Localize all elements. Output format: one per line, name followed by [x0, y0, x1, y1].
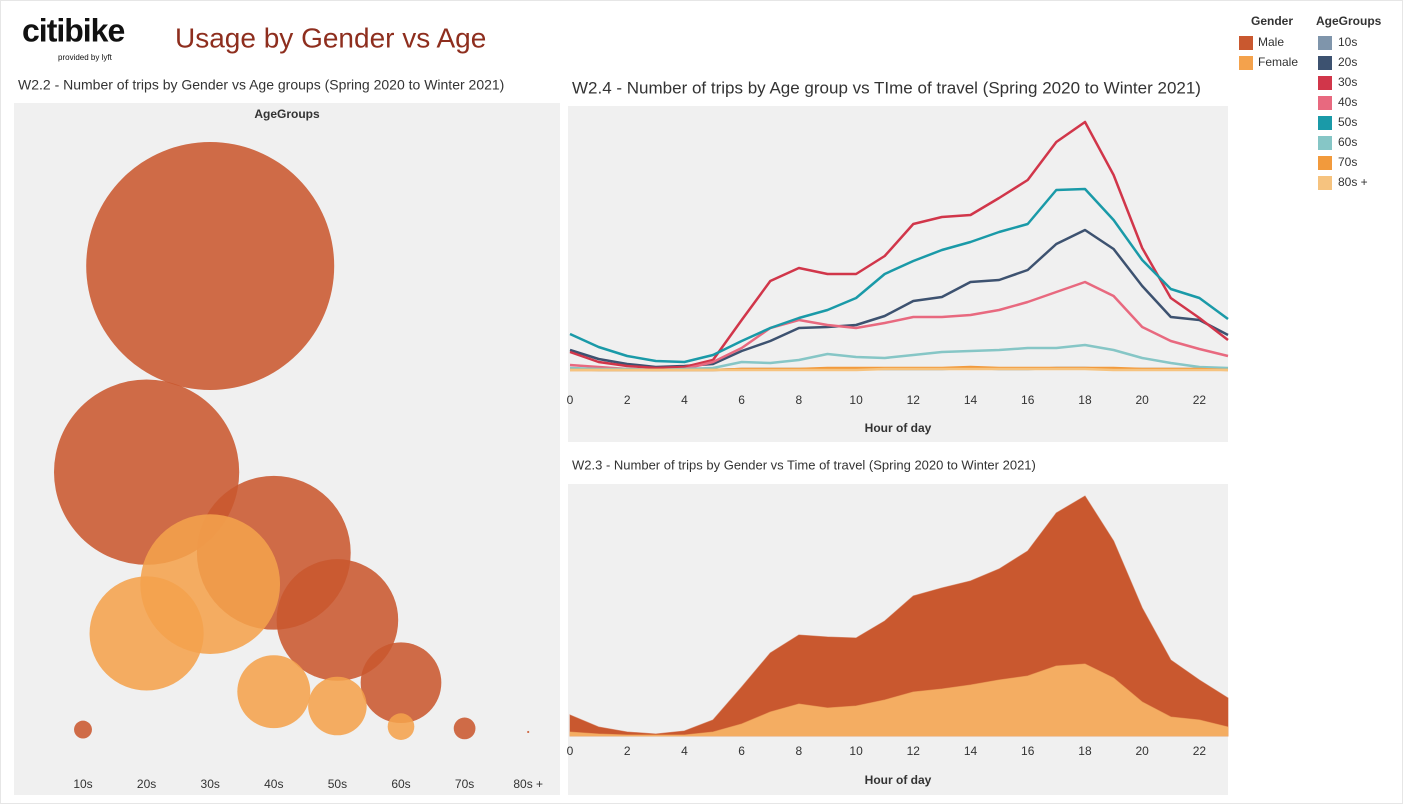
- bubble: [453, 717, 476, 740]
- legend-label: 20s: [1338, 55, 1357, 69]
- x-tick-label: 12: [907, 393, 921, 407]
- x-tick-label: 20: [1135, 744, 1149, 758]
- x-tick-label: 20: [1135, 393, 1149, 407]
- legend-label: 30s: [1338, 75, 1357, 89]
- x-tick-label: 18: [1078, 393, 1092, 407]
- bubble: [140, 514, 281, 654]
- bubble: [237, 655, 311, 729]
- x-tick-label: 6: [738, 393, 745, 407]
- bubble: [527, 730, 530, 734]
- x-tick-label: 22: [1193, 744, 1207, 758]
- legend-swatch: [1318, 116, 1332, 130]
- x-axis-title: AgeGroups: [254, 107, 320, 121]
- x-tick-label: 40s: [264, 777, 283, 791]
- area: [569, 663, 1229, 737]
- bubble: [86, 142, 335, 390]
- legend-label: 50s: [1338, 115, 1357, 129]
- legend-swatch: [1318, 56, 1332, 70]
- x-tick-label: 50s: [328, 777, 347, 791]
- chart-title: W2.2 - Number of trips by Gender vs Age …: [18, 77, 504, 93]
- x-tick-label: 14: [964, 744, 978, 758]
- legend-swatch: [1318, 36, 1332, 50]
- legend-swatch: [1239, 36, 1253, 50]
- x-tick-label: 0: [567, 393, 574, 407]
- legend-label: 70s: [1338, 155, 1357, 169]
- x-tick-label: 30s: [201, 777, 220, 791]
- x-tick-label: 70s: [455, 777, 474, 791]
- legend-label: 40s: [1338, 95, 1357, 109]
- legend-swatch: [1318, 96, 1332, 110]
- x-tick-label: 4: [681, 393, 688, 407]
- bubble: [387, 713, 415, 740]
- line: [570, 367, 1228, 372]
- legend-swatch: [1318, 156, 1332, 170]
- x-tick-label: 10: [849, 393, 863, 407]
- legend-label: 80s +: [1338, 175, 1368, 189]
- legend-title: Gender: [1251, 14, 1293, 28]
- legend-swatch: [1318, 136, 1332, 150]
- legend-swatch: [1239, 56, 1253, 70]
- x-axis-title: Hour of day: [865, 773, 932, 787]
- bubble: [276, 559, 399, 681]
- legend-label: 60s: [1338, 135, 1357, 149]
- x-tick-label: 2: [624, 393, 631, 407]
- legend-label: Female: [1258, 55, 1298, 69]
- line-panel: [568, 106, 1228, 442]
- chart-title: W2.4 - Number of trips by Age group vs T…: [572, 78, 1201, 97]
- line: [569, 120, 1229, 370]
- dashboard-title: Usage by Gender vs Age: [175, 22, 486, 53]
- x-tick-label: 14: [964, 393, 978, 407]
- x-tick-label: 18: [1078, 744, 1092, 758]
- x-tick-label: 10s: [73, 777, 92, 791]
- x-tick-label: 6: [738, 744, 745, 758]
- bubble: [74, 720, 92, 739]
- x-tick-label: 2: [624, 744, 631, 758]
- logo-sub: provided by lyft: [58, 53, 113, 62]
- legend-label: Male: [1258, 35, 1284, 49]
- bubble: [360, 642, 442, 724]
- x-tick-label: 4: [681, 744, 688, 758]
- x-tick-label: 10: [849, 744, 863, 758]
- x-tick-label: 60s: [391, 777, 410, 791]
- line: [569, 187, 1229, 364]
- bubble: [308, 676, 367, 736]
- legend-title: AgeGroups: [1316, 14, 1382, 28]
- legend-swatch: [1318, 176, 1332, 190]
- x-tick-label: 80s +: [513, 777, 543, 791]
- legend-swatch: [1318, 76, 1332, 90]
- x-tick-label: 8: [796, 744, 803, 758]
- legend-label: 10s: [1338, 35, 1357, 49]
- logo: citibike: [22, 12, 124, 48]
- x-tick-label: 16: [1021, 393, 1035, 407]
- x-tick-label: 12: [907, 744, 921, 758]
- chart-title: W2.3 - Number of trips by Gender vs Time…: [572, 457, 1036, 472]
- x-tick-label: 22: [1193, 393, 1207, 407]
- x-tick-label: 20s: [137, 777, 156, 791]
- x-axis-title: Hour of day: [865, 421, 932, 435]
- x-tick-label: 8: [796, 393, 803, 407]
- x-tick-label: 16: [1021, 744, 1035, 758]
- x-tick-label: 0: [567, 744, 574, 758]
